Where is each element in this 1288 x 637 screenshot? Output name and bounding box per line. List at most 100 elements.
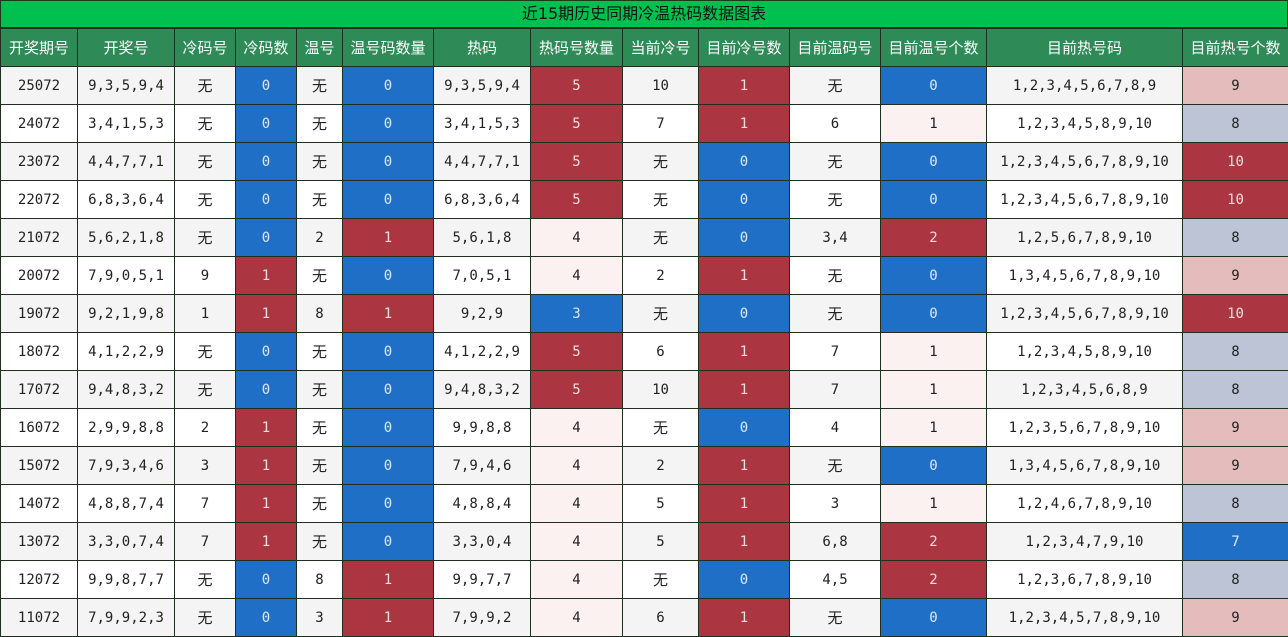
table-cell: 6 bbox=[623, 599, 699, 637]
table-cell: 0 bbox=[343, 257, 434, 295]
table-cell: 无 bbox=[790, 257, 881, 295]
table-cell: 2 bbox=[623, 257, 699, 295]
table-cell: 0 bbox=[699, 219, 790, 257]
table-cell: 0 bbox=[881, 181, 987, 219]
table-cell: 10 bbox=[1183, 181, 1288, 219]
table-cell: 9,9,7,7 bbox=[434, 561, 531, 599]
table-cell: 无 bbox=[297, 105, 343, 143]
table-cell: 1 bbox=[236, 295, 297, 333]
table-cell: 1 bbox=[236, 409, 297, 447]
table-cell: 1 bbox=[881, 333, 987, 371]
table-cell: 0 bbox=[699, 561, 790, 599]
table-cell: 7 bbox=[790, 371, 881, 409]
table-cell: 1 bbox=[343, 295, 434, 333]
table-cell: 10 bbox=[1183, 295, 1288, 333]
table-cell: 无 bbox=[175, 561, 236, 599]
table-cell: 5 bbox=[623, 523, 699, 561]
column-header: 开奖号 bbox=[78, 29, 175, 67]
table-cell: 0 bbox=[343, 485, 434, 523]
table-cell: 1 bbox=[343, 219, 434, 257]
table-cell: 2 bbox=[881, 523, 987, 561]
table-cell: 0 bbox=[343, 523, 434, 561]
table-cell: 无 bbox=[297, 143, 343, 181]
table-cell: 9,9,8,7,7 bbox=[78, 561, 175, 599]
table-cell: 1 bbox=[699, 371, 790, 409]
column-header: 目前温号个数 bbox=[881, 29, 987, 67]
table-cell: 23072 bbox=[1, 143, 78, 181]
table-cell: 8 bbox=[1183, 371, 1288, 409]
table-cell: 3,3,0,7,4 bbox=[78, 523, 175, 561]
table-cell: 4,5 bbox=[790, 561, 881, 599]
table-cell: 9 bbox=[1183, 67, 1288, 105]
table-cell: 1,2,3,6,7,8,9,10 bbox=[987, 561, 1183, 599]
table-cell: 0 bbox=[236, 219, 297, 257]
table-cell: 4,1,2,2,9 bbox=[434, 333, 531, 371]
column-header: 当前冷号 bbox=[623, 29, 699, 67]
table-cell: 4,4,7,7,1 bbox=[78, 143, 175, 181]
table-cell: 3 bbox=[175, 447, 236, 485]
table-cell: 10 bbox=[623, 67, 699, 105]
column-header: 目前冷号数 bbox=[699, 29, 790, 67]
table-cell: 1 bbox=[343, 561, 434, 599]
table-cell: 无 bbox=[297, 371, 343, 409]
table-cell: 7 bbox=[623, 105, 699, 143]
table-cell: 8 bbox=[1183, 219, 1288, 257]
table-cell: 0 bbox=[236, 371, 297, 409]
table-cell: 0 bbox=[343, 409, 434, 447]
table-cell: 1 bbox=[699, 333, 790, 371]
table-cell: 1 bbox=[881, 371, 987, 409]
table-cell: 0 bbox=[236, 67, 297, 105]
table-cell: 无 bbox=[790, 295, 881, 333]
table-cell: 10 bbox=[623, 371, 699, 409]
table-cell: 0 bbox=[343, 105, 434, 143]
table-cell: 9,2,1,9,8 bbox=[78, 295, 175, 333]
table-cell: 无 bbox=[175, 105, 236, 143]
table-cell: 1 bbox=[236, 257, 297, 295]
table-cell: 1 bbox=[699, 67, 790, 105]
table-cell: 12072 bbox=[1, 561, 78, 599]
table-cell: 4,8,8,4 bbox=[434, 485, 531, 523]
column-header: 温号码数量 bbox=[343, 29, 434, 67]
table-cell: 无 bbox=[297, 333, 343, 371]
column-header: 冷码号 bbox=[175, 29, 236, 67]
table-cell: 5 bbox=[623, 485, 699, 523]
table-cell: 1 bbox=[881, 485, 987, 523]
table-cell: 17072 bbox=[1, 371, 78, 409]
table-cell: 7 bbox=[790, 333, 881, 371]
table-cell: 1 bbox=[699, 257, 790, 295]
column-header: 开奖期号 bbox=[1, 29, 78, 67]
table-cell: 8 bbox=[1183, 561, 1288, 599]
table-cell: 无 bbox=[623, 561, 699, 599]
table-cell: 1 bbox=[699, 447, 790, 485]
table-cell: 7,9,9,2,3 bbox=[78, 599, 175, 637]
table-cell: 9 bbox=[1183, 599, 1288, 637]
table-cell: 无 bbox=[175, 333, 236, 371]
table-cell: 9,4,8,3,2 bbox=[434, 371, 531, 409]
table-cell: 无 bbox=[790, 143, 881, 181]
table-cell: 1 bbox=[699, 523, 790, 561]
column-header: 目前热号码 bbox=[987, 29, 1183, 67]
table-cell: 0 bbox=[699, 409, 790, 447]
table-cell: 0 bbox=[236, 105, 297, 143]
table-cell: 1 bbox=[236, 447, 297, 485]
table-cell: 1 bbox=[699, 105, 790, 143]
table-cell: 4,8,8,7,4 bbox=[78, 485, 175, 523]
column-header: 冷码数 bbox=[236, 29, 297, 67]
table-cell: 1 bbox=[881, 409, 987, 447]
table-cell: 无 bbox=[790, 599, 881, 637]
table-cell: 1 bbox=[881, 105, 987, 143]
table-cell: 无 bbox=[175, 599, 236, 637]
table-cell: 1 bbox=[699, 599, 790, 637]
table-cell: 4 bbox=[531, 409, 623, 447]
table-cell: 10 bbox=[1183, 143, 1288, 181]
table-cell: 25072 bbox=[1, 67, 78, 105]
table-cell: 9,3,5,9,4 bbox=[434, 67, 531, 105]
table-cell: 3,4,1,5,3 bbox=[434, 105, 531, 143]
table-cell: 无 bbox=[790, 67, 881, 105]
table-cell: 1,2,3,4,5,8,9,10 bbox=[987, 333, 1183, 371]
table-cell: 无 bbox=[297, 181, 343, 219]
